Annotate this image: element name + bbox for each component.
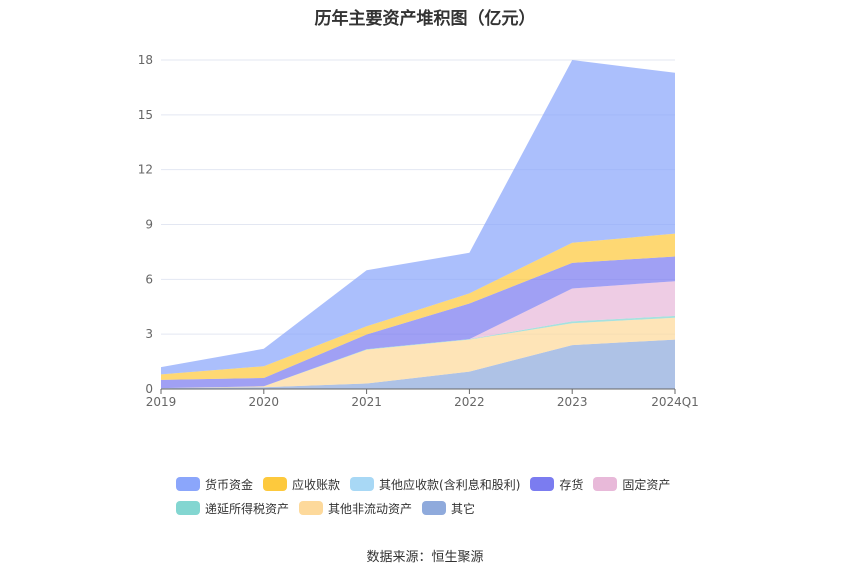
legend-item-other[interactable]: 其它 bbox=[422, 500, 475, 517]
legend-label: 其他应收款(含利息和股利) bbox=[379, 477, 521, 492]
legend-row-1: 货币资金 应收账款 其他应收款(含利息和股利) 存货 固定资产 bbox=[176, 472, 696, 496]
legend: 货币资金 应收账款 其他应收款(含利息和股利) 存货 固定资产 递延所得税资产 … bbox=[176, 472, 696, 520]
x-tick-label: 2024Q1 bbox=[651, 395, 699, 409]
x-tick-label: 2020 bbox=[249, 395, 280, 409]
legend-swatch bbox=[176, 477, 200, 491]
legend-label: 应收账款 bbox=[292, 477, 341, 492]
source-note: 数据来源：恒生聚源 bbox=[366, 550, 484, 565]
area-series-其它[interactable] bbox=[161, 339, 675, 389]
x-tick-label: 2022 bbox=[454, 395, 485, 409]
legend-swatch bbox=[263, 477, 288, 491]
y-tick-label: 3 bbox=[145, 327, 153, 341]
axes: 0 3 6 9 12 15 18 2019 2020 2021 2022 2023 2024Q1 bbox=[138, 53, 699, 409]
legend-swatch bbox=[593, 477, 618, 491]
legend-item-other-noncurrent[interactable]: 其他非流动资产 bbox=[299, 500, 412, 517]
area-series-应收账款[interactable] bbox=[161, 233, 675, 380]
legend-item-inventory[interactable]: 存货 bbox=[530, 476, 583, 493]
legend-item-deferred-tax[interactable]: 递延所得税资产 bbox=[176, 500, 289, 517]
area-series bbox=[161, 60, 675, 389]
legend-label: 存货 bbox=[559, 477, 584, 492]
y-tick-label: 6 bbox=[145, 272, 153, 286]
legend-item-fixed-assets[interactable]: 固定资产 bbox=[593, 476, 670, 493]
legend-swatch bbox=[350, 477, 375, 491]
legend-label: 递延所得税资产 bbox=[205, 501, 290, 516]
legend-label: 其它 bbox=[451, 501, 476, 516]
x-tick-label: 2023 bbox=[557, 395, 588, 409]
legend-swatch bbox=[299, 501, 324, 515]
legend-row-2: 递延所得税资产 其他非流动资产 其它 bbox=[176, 496, 696, 520]
area-series-其他非流动资产[interactable] bbox=[161, 317, 675, 389]
legend-swatch bbox=[530, 477, 555, 491]
stacked-area-chart: 0 3 6 9 12 15 18 2019 2020 2021 2022 2023 2024Q1 bbox=[138, 53, 699, 409]
y-tick-label: 0 bbox=[145, 382, 153, 396]
legend-label: 固定资产 bbox=[622, 477, 671, 492]
legend-item-other-receivables[interactable]: 其他应收款(含利息和股利) bbox=[350, 476, 520, 493]
chart-title: 历年主要资产堆积图（亿元） bbox=[314, 9, 536, 29]
y-tick-label: 12 bbox=[138, 163, 153, 177]
y-tick-label: 15 bbox=[138, 108, 153, 122]
legend-swatch bbox=[422, 501, 447, 515]
x-tick-label: 2021 bbox=[351, 395, 382, 409]
area-series-固定资产[interactable] bbox=[161, 281, 675, 389]
legend-item-cash[interactable]: 货币资金 bbox=[176, 476, 253, 493]
legend-swatch bbox=[176, 501, 200, 515]
area-series-货币资金[interactable] bbox=[161, 60, 675, 375]
y-tick-label: 18 bbox=[138, 53, 153, 67]
area-series-存货[interactable] bbox=[161, 256, 675, 389]
legend-item-receivables[interactable]: 应收账款 bbox=[263, 476, 340, 493]
y-tick-label: 9 bbox=[145, 218, 153, 232]
legend-label: 其他非流动资产 bbox=[328, 501, 413, 516]
x-tick-label: 2019 bbox=[146, 395, 177, 409]
legend-label: 货币资金 bbox=[205, 477, 254, 492]
